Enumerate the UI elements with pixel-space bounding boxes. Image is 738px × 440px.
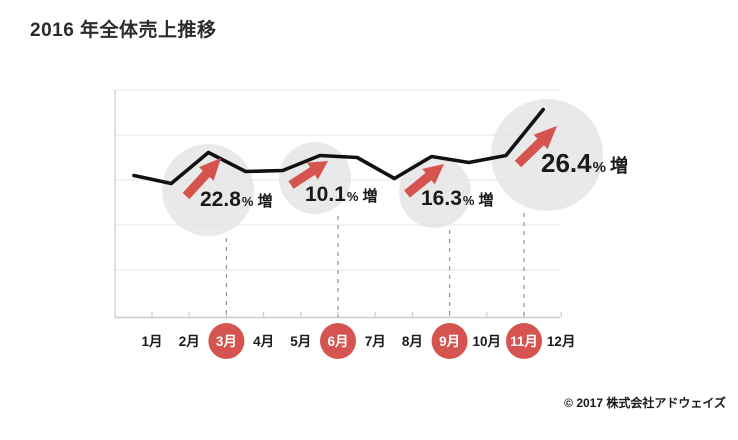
growth-annotation-label: 16.3% 増	[421, 187, 493, 210]
month-label: 8月	[402, 334, 423, 349]
line-series	[132, 107, 546, 186]
month-badge	[431, 323, 468, 359]
page-title: 2016 年全体売上推移	[30, 20, 217, 41]
month-badge	[506, 323, 542, 359]
annotation-halo-circle	[491, 99, 603, 211]
month-label: 5月	[290, 334, 311, 349]
annotation-halo-circle	[162, 144, 254, 236]
month-label: 4月	[253, 334, 274, 349]
month-label: 12月	[547, 334, 576, 349]
month-badge	[208, 323, 245, 359]
month-label: 7月	[365, 334, 386, 349]
month-label: 2月	[179, 334, 200, 349]
up-arrow-icon	[288, 160, 328, 189]
month-label: 9月	[439, 334, 460, 349]
month-label: 3月	[216, 334, 237, 349]
up-arrow-icon	[404, 164, 445, 198]
growth-annotation-label: 26.4% 増	[541, 148, 628, 178]
month-label: 1月	[141, 334, 162, 349]
growth-annotation-label: 10.1% 増	[305, 183, 377, 206]
month-badge	[320, 323, 356, 359]
up-arrow-icon	[514, 125, 557, 168]
month-label: 11月	[510, 334, 538, 349]
copyright-text: © 2017 株式会社アドウェイズ	[564, 396, 726, 410]
annotation-halo-circle	[399, 156, 471, 228]
annotation-halo-circle	[279, 142, 351, 214]
month-label: 10月	[473, 334, 502, 349]
month-label: 6月	[327, 334, 348, 349]
up-arrow-icon	[182, 157, 221, 200]
growth-annotation-label: 22.8% 増	[200, 188, 272, 211]
